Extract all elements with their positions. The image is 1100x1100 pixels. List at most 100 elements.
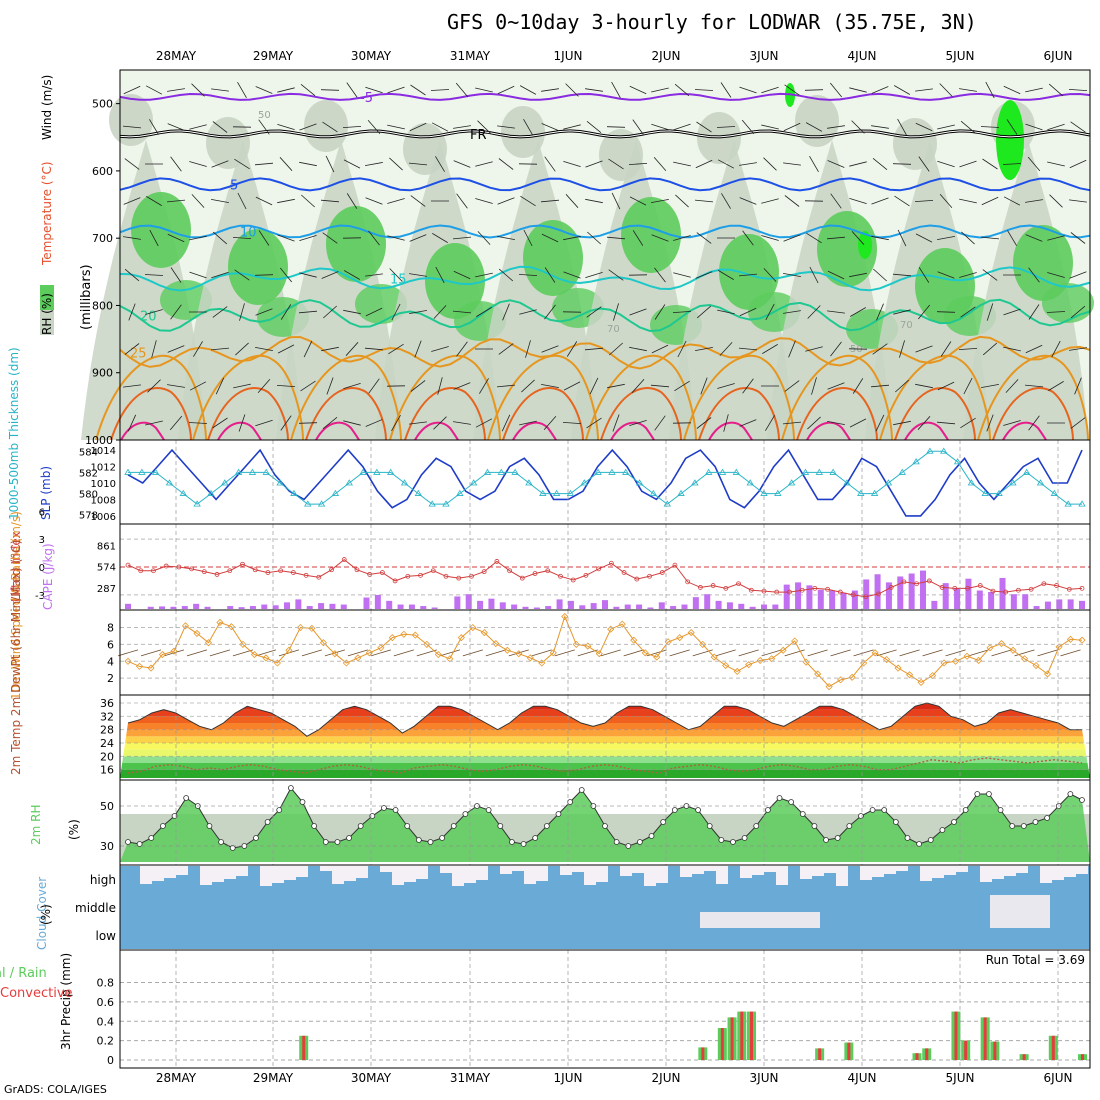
wind-barb bbox=[940, 341, 952, 357]
wind-barb bbox=[300, 380, 316, 392]
wind-barb bbox=[191, 83, 205, 97]
lifted-index-point bbox=[748, 587, 754, 593]
cloud-clear-high bbox=[752, 866, 764, 875]
upper-air-panel: -5 FR 5 10 15 20 25 50 70 50 70 500 600 700 800 900 1000… bbox=[40, 70, 1094, 447]
wind-speed-point bbox=[1043, 670, 1052, 678]
wind-barb bbox=[566, 341, 578, 357]
wind-barb bbox=[651, 123, 669, 131]
wind-barb bbox=[151, 340, 157, 358]
wind-barb bbox=[544, 267, 556, 283]
wind-barb bbox=[673, 235, 691, 241]
rh-point bbox=[555, 811, 562, 817]
thickness-point bbox=[276, 479, 284, 486]
cape-bar bbox=[1079, 600, 1085, 609]
rh-field-green bbox=[523, 220, 583, 296]
rh-point bbox=[741, 835, 748, 841]
lifted-index-point bbox=[214, 572, 220, 577]
lifted-index-point bbox=[240, 561, 245, 567]
wind-barb bbox=[409, 310, 427, 314]
wind-speed-point bbox=[526, 654, 534, 662]
thickness-point bbox=[1009, 479, 1017, 486]
rh-field-mid bbox=[81, 140, 206, 440]
precip-bar-convective bbox=[1022, 1054, 1026, 1060]
wind-barb bbox=[453, 125, 471, 129]
wind-barb bbox=[805, 122, 823, 132]
wind-barb bbox=[365, 162, 383, 166]
thickness-point bbox=[912, 458, 920, 465]
cloud-clear-high bbox=[200, 866, 212, 885]
thickness-point bbox=[511, 468, 519, 475]
thickness-point bbox=[179, 489, 188, 496]
lifted-index-point bbox=[125, 562, 131, 568]
rh-point bbox=[287, 785, 294, 791]
wind-barb bbox=[720, 82, 732, 98]
wind-barb bbox=[1003, 196, 1021, 206]
wind-barb bbox=[804, 89, 824, 91]
wind-barb bbox=[519, 309, 537, 315]
wind-barb bbox=[368, 230, 380, 246]
wind-barb bbox=[937, 236, 955, 240]
wind-speed-point bbox=[331, 650, 339, 658]
thickness-point bbox=[594, 468, 602, 475]
cloud-clear-high bbox=[704, 866, 716, 871]
isotherm-lobe bbox=[487, 354, 599, 441]
wind-speed-point bbox=[492, 639, 500, 648]
wind-speed-point bbox=[561, 612, 569, 621]
cape-bar bbox=[522, 606, 529, 609]
wind-barb bbox=[170, 267, 182, 283]
cloud-clear-mid bbox=[700, 912, 820, 928]
cape-bar bbox=[454, 596, 461, 609]
cape-bar bbox=[636, 604, 643, 609]
wind-barb bbox=[212, 121, 228, 133]
cloud-clear-high bbox=[716, 866, 728, 884]
wind-barb bbox=[191, 194, 205, 208]
wind-barb bbox=[853, 649, 874, 657]
cloud-clear-high bbox=[872, 866, 884, 877]
wind-barb bbox=[1074, 377, 1082, 395]
wind-barb bbox=[475, 418, 493, 428]
wind-speed-point bbox=[974, 656, 983, 665]
cloud-clear-high bbox=[224, 866, 236, 879]
thickness-point bbox=[1064, 500, 1072, 507]
cape-bar bbox=[545, 606, 552, 609]
wind-barb bbox=[717, 309, 735, 315]
wind-barb bbox=[498, 268, 514, 282]
wind-barb bbox=[541, 123, 559, 131]
wind-barb bbox=[303, 340, 313, 358]
wind-barb bbox=[675, 194, 689, 208]
cape-bar bbox=[942, 583, 949, 609]
wind-barb bbox=[721, 193, 731, 209]
wind-barb bbox=[783, 234, 801, 242]
wind-barb bbox=[389, 157, 403, 171]
wind-speed-point bbox=[952, 657, 960, 665]
rh-point bbox=[299, 799, 306, 805]
thickness-point bbox=[884, 479, 893, 486]
wind-barb bbox=[695, 347, 713, 351]
wind-barb bbox=[915, 233, 933, 243]
wind-speed-point bbox=[388, 634, 396, 642]
wind-barb bbox=[585, 272, 603, 278]
thickness-point bbox=[870, 489, 879, 496]
wind-barb bbox=[343, 420, 361, 426]
cloud-clear-high bbox=[944, 866, 956, 875]
wind-barb bbox=[433, 305, 447, 319]
rh-point bbox=[811, 823, 818, 829]
rh-field-mid bbox=[893, 118, 937, 170]
wind-barb bbox=[140, 649, 162, 657]
wind-barb bbox=[986, 414, 994, 432]
wind-barb bbox=[496, 384, 516, 388]
ylabel-rh: RH (%) bbox=[40, 293, 54, 335]
wind-barb bbox=[716, 126, 736, 128]
wind-speed-point bbox=[825, 683, 833, 691]
isotherm-lobe bbox=[414, 421, 459, 441]
isotherm-lobe bbox=[992, 387, 1074, 441]
precip-bar-convective bbox=[1051, 1035, 1055, 1060]
cape-bar bbox=[170, 606, 177, 609]
wind-barb bbox=[498, 343, 514, 355]
ylabel-millibars: (millibars) bbox=[79, 264, 94, 330]
wind-barb bbox=[584, 347, 604, 351]
wind-speed-point bbox=[837, 676, 845, 684]
wind-barb bbox=[212, 231, 228, 245]
cape-bar bbox=[488, 598, 495, 609]
temp-band bbox=[120, 743, 1090, 750]
